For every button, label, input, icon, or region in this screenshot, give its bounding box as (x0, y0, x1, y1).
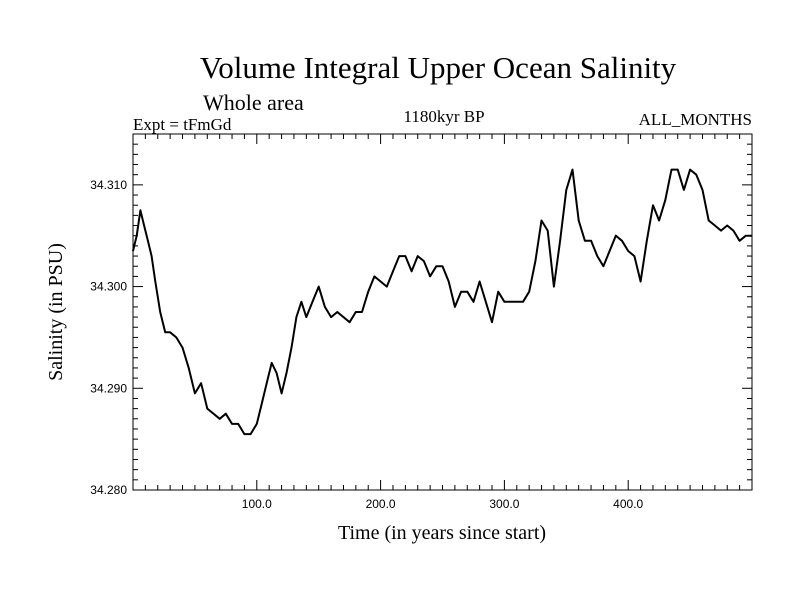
tick-labels-layer: 100.0 200.0 300.0 400.0 34.280 34.290 34.300 34… (90, 178, 643, 511)
y-tick-label: 34.300 (90, 280, 127, 294)
x-axis-label: Time (in years since start) (338, 522, 546, 544)
y-tick-label: 34.310 (90, 178, 127, 192)
ticks-layer (133, 134, 752, 490)
y-axis-label: Salinity (in PSU) (45, 243, 67, 381)
y-tick-label: 34.280 (90, 483, 127, 497)
x-tick-label: 300.0 (489, 497, 519, 511)
chart-subtitle: Whole area (203, 90, 304, 115)
experiment-label: Expt = tFmGd (133, 115, 232, 134)
y-tick-label: 34.290 (90, 381, 127, 395)
plot-frame (132, 133, 753, 491)
chart-title: Volume Integral Upper Ocean Salinity (199, 50, 677, 85)
months-label: ALL_MONTHS (638, 110, 752, 129)
x-tick-label: 200.0 (366, 497, 396, 511)
x-tick-label: 400.0 (613, 497, 643, 511)
period-label: 1180kyr BP (403, 107, 485, 126)
salinity-series-line (132, 168, 752, 436)
x-tick-label: 100.0 (242, 497, 272, 511)
